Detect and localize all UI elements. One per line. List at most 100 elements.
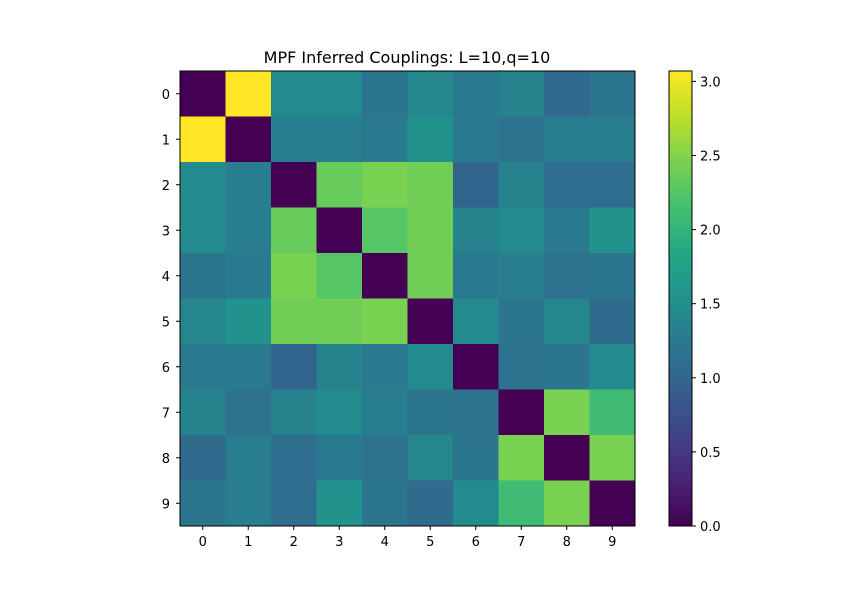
heatmap-cell-7-7 (498, 389, 545, 436)
heatmap-cell-0-6 (453, 71, 499, 117)
heatmap-cell-7-9 (589, 389, 636, 436)
x-tick-label: 5 (426, 535, 434, 550)
colorbar-tick-label: 2.5 (700, 149, 721, 164)
heatmap-cell-3-5 (407, 207, 454, 254)
heatmap-cell-1-8 (544, 116, 590, 163)
heatmap-cell-3-2 (271, 207, 317, 254)
heatmap-cell-7-3 (316, 389, 363, 436)
heatmap-cell-2-9 (589, 162, 636, 208)
heatmap-cell-2-5 (407, 162, 454, 208)
heatmap-cell-5-4 (362, 298, 408, 345)
heatmap-cell-0-2 (271, 71, 317, 117)
heatmap-cell-5-8 (544, 298, 590, 345)
y-tick-label: 4 (162, 270, 170, 285)
heatmap-cell-5-1 (225, 298, 272, 345)
heatmap-cell-9-9 (589, 480, 636, 527)
heatmap-cell-3-7 (498, 207, 545, 254)
x-tick-label: 3 (335, 535, 343, 550)
heatmap-cell-3-3 (316, 207, 363, 254)
heatmap-cell-2-1 (225, 162, 272, 208)
heatmap-cell-7-6 (453, 389, 499, 436)
heatmap-cells (180, 71, 636, 527)
heatmap-cell-8-1 (225, 435, 272, 481)
heatmap-cell-1-0 (180, 116, 226, 163)
heatmap-cell-7-2 (271, 389, 317, 436)
heatmap-cell-2-4 (362, 162, 408, 208)
heatmap-cell-4-2 (271, 253, 317, 299)
heatmap-cell-6-5 (407, 344, 454, 390)
heatmap-cell-4-8 (544, 253, 590, 299)
heatmap-cell-3-1 (225, 207, 272, 254)
heatmap-cell-7-8 (544, 389, 590, 436)
heatmap-cell-3-6 (453, 207, 499, 254)
heatmap-cell-2-6 (453, 162, 499, 208)
plot-frame (179, 70, 636, 527)
x-tick-label: 7 (517, 535, 525, 550)
x-tick-label: 6 (472, 535, 480, 550)
heatmap-cell-9-5 (407, 480, 454, 527)
heatmap-cell-8-3 (316, 435, 363, 481)
heatmap-cell-6-8 (544, 344, 590, 390)
heatmap-cell-0-8 (544, 71, 590, 117)
heatmap-cell-5-2 (271, 298, 317, 345)
heatmap-cell-7-5 (407, 389, 454, 436)
heatmap-cell-4-0 (180, 253, 226, 299)
heatmap-cell-0-3 (316, 71, 363, 117)
heatmap-cell-0-1 (225, 71, 272, 117)
heatmap-cell-0-4 (362, 71, 408, 117)
heatmap-cell-9-3 (316, 480, 363, 527)
heatmap-cell-9-1 (225, 480, 272, 527)
heatmap-cell-1-2 (271, 116, 317, 163)
heatmap-cell-4-3 (316, 253, 363, 299)
heatmap-cell-5-0 (180, 298, 226, 345)
heatmap-cell-1-1 (225, 116, 272, 163)
heatmap-cell-0-5 (407, 71, 454, 117)
heatmap-cell-1-7 (498, 116, 545, 163)
y-tick-label: 7 (162, 406, 170, 421)
heatmap-cell-6-9 (589, 344, 636, 390)
heatmap-cell-4-9 (589, 253, 636, 299)
heatmap-cell-2-8 (544, 162, 590, 208)
heatmap-cell-1-6 (453, 116, 499, 163)
y-tick-label: 5 (162, 315, 170, 330)
heatmap-cell-2-3 (316, 162, 363, 208)
y-tick-label: 3 (162, 224, 170, 239)
heatmap-cell-6-2 (271, 344, 317, 390)
heatmap-cell-4-6 (453, 253, 499, 299)
heatmap-cell-8-5 (407, 435, 454, 481)
heatmap-cell-8-0 (180, 435, 226, 481)
heatmap-cell-5-9 (589, 298, 636, 345)
heatmap-cell-9-2 (271, 480, 317, 527)
heatmap-cell-9-8 (544, 480, 590, 527)
y-tick-label: 2 (162, 179, 170, 194)
heatmap-cell-5-7 (498, 298, 545, 345)
colorbar (669, 71, 692, 526)
heatmap-cell-9-7 (498, 480, 545, 527)
heatmap-cell-9-4 (362, 480, 408, 527)
heatmap-cell-4-7 (498, 253, 545, 299)
heatmap-cell-1-9 (589, 116, 636, 163)
heatmap-cell-1-3 (316, 116, 363, 163)
heatmap-cell-3-8 (544, 207, 590, 254)
y-tick-label: 1 (162, 133, 170, 148)
heatmap-cell-1-4 (362, 116, 408, 163)
heatmap-cell-7-0 (180, 389, 226, 436)
y-tick-label: 6 (162, 361, 170, 376)
heatmap-cell-8-8 (544, 435, 590, 481)
x-tick-label: 8 (563, 535, 571, 550)
colorbar-tick-label: 2.0 (700, 224, 721, 239)
y-axis: 0 1 2 3 4 5 6 7 8 9 (162, 88, 180, 512)
x-axis: 0 1 2 3 4 5 6 7 8 9 (199, 526, 616, 550)
x-tick-label: 9 (608, 535, 616, 550)
y-tick-label: 9 (162, 497, 170, 512)
heatmap-cell-8-7 (498, 435, 545, 481)
heatmap-cell-7-4 (362, 389, 408, 436)
heatmap-cell-8-9 (589, 435, 636, 481)
heatmap-cell-6-1 (225, 344, 272, 390)
colorbar-tick-label: 3.0 (700, 75, 721, 90)
colorbar-tick-label: 1.5 (700, 298, 721, 313)
heatmap-cell-4-4 (362, 253, 408, 299)
heatmap-cell-8-6 (453, 435, 499, 481)
heatmap-cell-2-7 (498, 162, 545, 208)
heatmap-cell-6-0 (180, 344, 226, 390)
